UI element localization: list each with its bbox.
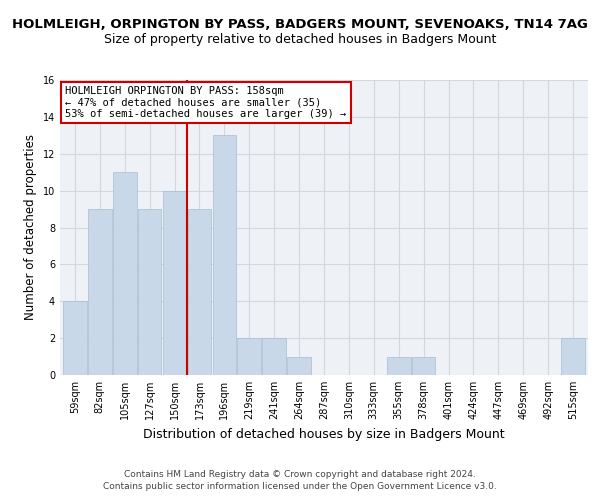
Bar [63, 301, 87, 375]
Text: Contains public sector information licensed under the Open Government Licence v3: Contains public sector information licen… [103, 482, 497, 491]
Bar [262, 338, 286, 375]
X-axis label: Distribution of detached houses by size in Badgers Mount: Distribution of detached houses by size … [143, 428, 505, 440]
Bar [88, 209, 112, 375]
Bar [561, 338, 585, 375]
Bar [212, 136, 236, 375]
Bar [412, 356, 436, 375]
Bar [238, 338, 261, 375]
Bar [163, 190, 187, 375]
Bar [287, 356, 311, 375]
Text: HOLMLEIGH ORPINGTON BY PASS: 158sqm
← 47% of detached houses are smaller (35)
53: HOLMLEIGH ORPINGTON BY PASS: 158sqm ← 47… [65, 86, 347, 119]
Bar [138, 209, 161, 375]
Y-axis label: Number of detached properties: Number of detached properties [24, 134, 37, 320]
Text: HOLMLEIGH, ORPINGTON BY PASS, BADGERS MOUNT, SEVENOAKS, TN14 7AG: HOLMLEIGH, ORPINGTON BY PASS, BADGERS MO… [12, 18, 588, 30]
Text: Size of property relative to detached houses in Badgers Mount: Size of property relative to detached ho… [104, 32, 496, 46]
Bar [188, 209, 211, 375]
Bar [387, 356, 410, 375]
Text: Contains HM Land Registry data © Crown copyright and database right 2024.: Contains HM Land Registry data © Crown c… [124, 470, 476, 479]
Bar [113, 172, 137, 375]
